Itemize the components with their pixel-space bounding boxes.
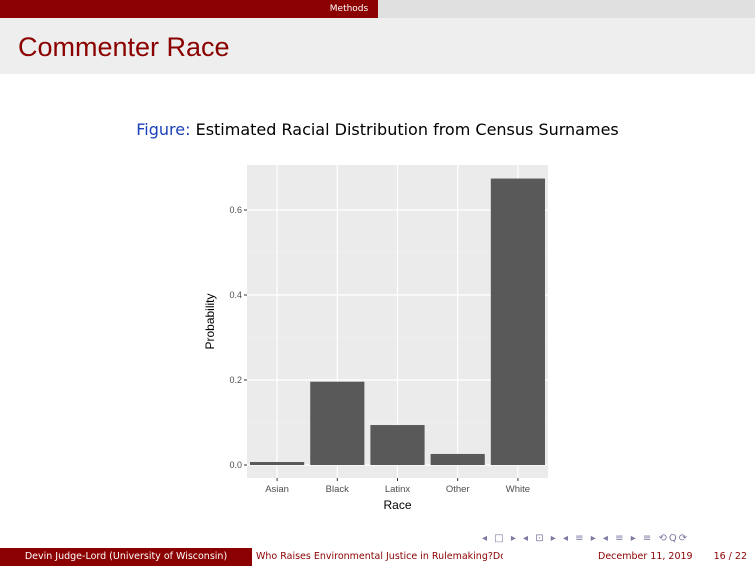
bar-black <box>310 381 365 465</box>
figure-caption: Figure: Estimated Racial Distribution fr… <box>0 120 755 139</box>
bar-chart: 0.0 0.2 0.4 0.6 Asian Black Latinx Other White Ra… <box>203 165 548 512</box>
x-tick-label: Latinx <box>385 484 411 495</box>
footer-title: Who Raises Environmental Justice in Rule… <box>252 548 503 566</box>
footer-right: December 11, 2019 16 / 22 <box>503 548 755 566</box>
frame-title-bar: Commenter Race <box>0 18 755 74</box>
footer-author: Devin Judge-Lord (University of Wisconsi… <box>0 548 252 566</box>
y-tick-label: 0.6 <box>229 205 242 215</box>
footer-bar: Devin Judge-Lord (University of Wisconsi… <box>0 548 755 566</box>
x-tick-label: White <box>506 484 530 495</box>
slide-title: Commenter Race <box>18 32 230 62</box>
x-tick-label: Other <box>446 484 470 495</box>
bar-latinx <box>370 425 425 465</box>
x-axis-label: Race <box>383 498 411 512</box>
header-bar: Methods <box>0 0 755 18</box>
figure-label: Figure: <box>136 120 191 139</box>
footer-date: December 11, 2019 <box>598 551 693 562</box>
y-tick-label: 0.0 <box>229 460 242 470</box>
y-tick-label: 0.4 <box>229 290 242 300</box>
header-left-block <box>0 0 320 18</box>
section-link[interactable]: Methods <box>320 0 378 18</box>
y-tick-label: 0.2 <box>229 375 242 385</box>
bar-other <box>430 453 485 465</box>
figure-caption-text: Estimated Racial Distribution from Censu… <box>195 120 619 139</box>
beamer-navigation-icons[interactable]: ◂ □ ▸ ◂ ⊡ ▸ ◂ ≡ ▸ ◂ ≡ ▸ ≡ ⟲Q⟳ <box>482 533 690 544</box>
x-tick-label: Asian <box>265 484 289 495</box>
x-tick-label: Black <box>326 484 349 495</box>
bar-white <box>490 178 545 466</box>
y-axis-label: Probability <box>203 293 217 349</box>
footer-page-number: 16 / 22 <box>713 551 747 562</box>
bar-asian <box>250 462 305 465</box>
